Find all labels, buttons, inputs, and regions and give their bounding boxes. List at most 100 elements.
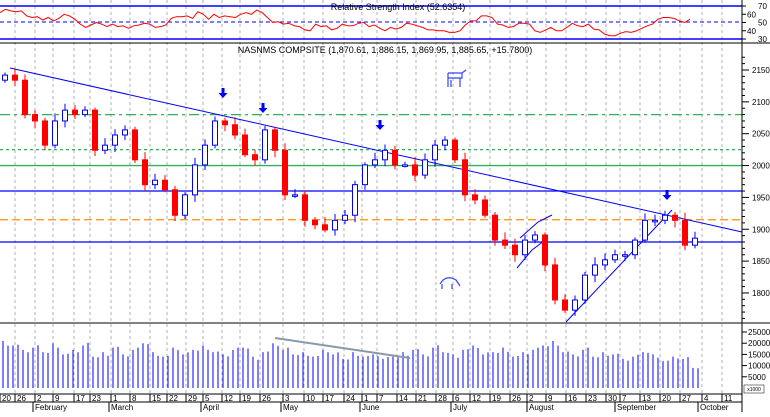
candle-body [642,219,648,241]
date-label: 23 [588,394,597,403]
date-label: 7 [379,394,384,403]
horizontal-levels [0,113,742,243]
resistance-trendline [9,67,743,233]
date-label: 23 [92,394,101,403]
price-title: NASNMS COMPSITE (1,870.61, 1,886.15, 1,8… [238,45,532,55]
candle-body [52,120,58,146]
candle-body [582,274,588,301]
candle-body [272,129,278,151]
rsi-tick-label: 50 [758,19,767,28]
month-label: September [617,403,656,412]
price-axis: 2150 2100 2050 2000 1950 1900 1850 1800 [742,56,770,319]
candle-body [22,79,28,116]
volume-unit-label: x1000 [747,387,761,393]
candle-body [352,184,358,216]
candle-body [232,124,238,136]
candle-body [672,214,678,221]
date-label: 11 [724,394,733,403]
price-tick-label: 1800 [752,289,770,298]
candle-body [12,74,18,81]
candle-body [152,179,158,186]
arrow-markers [218,88,672,200]
month-label: March [111,403,133,412]
rsi-tick-label: 30 [758,35,767,44]
candle-body [92,109,98,151]
candle-body [32,114,38,122]
price-tick-label: 1900 [752,225,770,234]
volume-tick-label: 10000 [748,362,770,371]
candle-body [302,194,308,221]
candle-body [392,149,398,166]
date-label: 9 [548,394,553,403]
candle-body [412,164,418,176]
candle-body [612,254,618,261]
date-label: 22 [169,394,178,403]
candle-body [42,120,48,146]
candle-body [482,199,488,216]
date-label: 17 [76,394,85,403]
date-label: 10 [306,394,315,403]
candle-body [492,214,498,241]
date-label: 4 [704,394,709,403]
bull-icon [447,69,467,87]
volume-unit-box [743,384,765,394]
arrow-down-icon [258,103,268,113]
candle-body [282,149,288,196]
candle-body [2,74,8,81]
candle-body [512,244,518,256]
rsi-title: Relative Strength Index (52.6354) [331,2,466,12]
candle-body [172,189,178,216]
grid-lines [14,0,723,394]
candle-body [372,159,378,166]
candle-body [342,214,348,221]
date-label: 14 [399,394,408,403]
date-label: 13 [642,394,651,403]
candle-body [472,194,478,201]
date-label: 5 [205,394,210,403]
candle-body [682,219,688,246]
rsi-tick-label: 70 [758,2,767,11]
date-label: 26 [512,394,521,403]
bear-icon [439,277,461,289]
candle-body [182,194,188,216]
price-tick-label: 2050 [752,130,770,139]
price-tick-label: 2100 [752,98,770,107]
date-label: 1 [113,394,118,403]
date-label: 1 [364,394,369,403]
candle-body [62,109,68,122]
candle-body [82,109,88,116]
date-label: 20 [2,394,11,403]
date-label: 2 [529,394,534,403]
candle-body [312,219,318,226]
candle-body [252,154,258,161]
volume-tick-label: 20000 [748,339,770,348]
date-label: 29 [188,394,197,403]
volume-tick-label: 15000 [748,350,770,359]
month-label: October [700,403,729,412]
rsi-tick-label: 60 [747,10,756,19]
candle-body [422,159,428,176]
candle-body [332,219,338,231]
date-label: 19 [492,394,501,403]
arrow-down-icon [375,120,385,130]
candles [2,68,698,316]
date-label: 27 [682,394,691,403]
month-label: May [283,403,298,412]
month-axis: February March April May June July August Septe… [32,402,729,412]
volume-trendline [274,337,411,359]
date-label: 8 [132,394,137,403]
date-label: 7 [622,394,627,403]
volume-tick-label: 5000 [748,373,766,382]
rsi-pane: Relative Strength Index (52.6354) 706050… [0,2,767,44]
date-label: 9 [55,394,60,403]
arrow-down-icon [218,88,228,98]
month-label: August [529,403,555,412]
date-label: 26 [17,394,26,403]
candle-body [572,299,578,311]
candle-body [662,214,668,221]
candle-body [452,139,458,161]
arrow-down-icon [662,190,672,200]
candle-body [162,179,168,191]
candle-body [652,219,658,223]
candle-body [382,149,388,161]
